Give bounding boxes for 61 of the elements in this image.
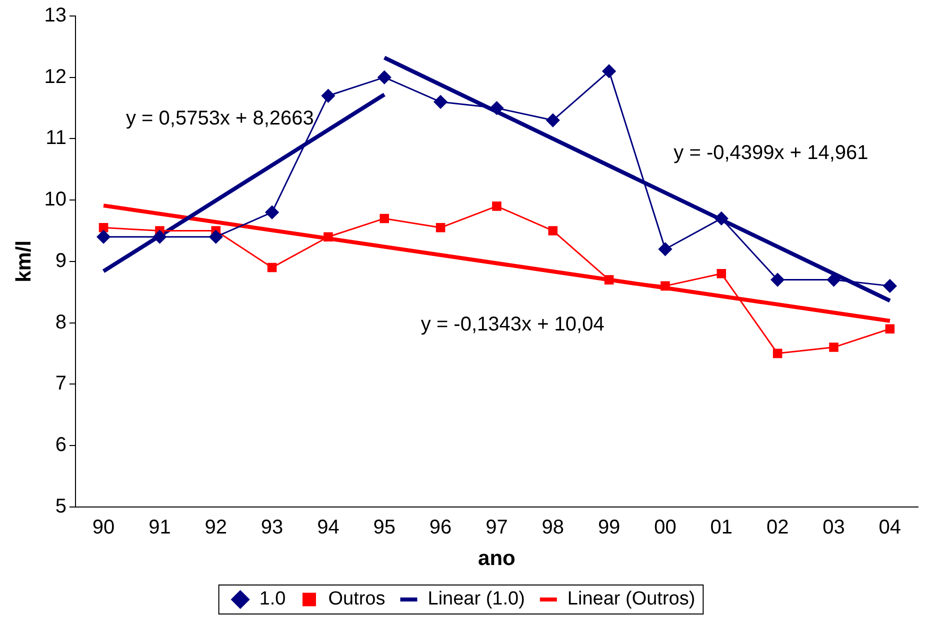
x-tick-label: 96 bbox=[429, 516, 452, 538]
point bbox=[152, 230, 166, 244]
legend-label: Outros bbox=[328, 588, 386, 610]
x-tick-label: 02 bbox=[766, 516, 789, 538]
point bbox=[96, 230, 110, 244]
point bbox=[436, 223, 446, 232]
y-tick-label: 10 bbox=[44, 188, 66, 211]
point bbox=[380, 214, 390, 224]
x-tick-label: 95 bbox=[373, 516, 396, 538]
point bbox=[716, 269, 726, 278]
y-tick-label: 11 bbox=[46, 127, 66, 150]
y-tick-label: 13 bbox=[44, 4, 66, 27]
x-tick-label: 97 bbox=[486, 516, 508, 538]
point bbox=[378, 70, 392, 84]
point bbox=[546, 114, 560, 128]
x-tick-label: 91 bbox=[148, 516, 171, 538]
point bbox=[209, 230, 223, 244]
annotation: y = -0,1343x + 10,04 bbox=[420, 314, 604, 336]
point bbox=[826, 273, 840, 287]
point bbox=[772, 348, 782, 358]
legend-label: Linear (Outros) bbox=[567, 588, 696, 610]
point bbox=[602, 64, 616, 78]
point bbox=[604, 275, 614, 284]
x-tick-label: 94 bbox=[317, 516, 340, 538]
point bbox=[434, 95, 448, 109]
x-axis-title: ano bbox=[478, 547, 516, 570]
point bbox=[265, 206, 279, 220]
point bbox=[883, 279, 897, 293]
x-tick-label: 01 bbox=[710, 516, 733, 538]
x-tick-label: 04 bbox=[878, 516, 902, 538]
point bbox=[267, 262, 277, 272]
annotation: y = -0,4399x + 14,961 bbox=[674, 142, 868, 164]
x-tick-label: 00 bbox=[654, 516, 676, 538]
x-tick-label: 90 bbox=[92, 516, 115, 538]
point bbox=[492, 202, 502, 211]
legend-label: 1.0 bbox=[259, 588, 286, 610]
point bbox=[548, 226, 558, 236]
point bbox=[660, 281, 670, 291]
point bbox=[885, 324, 895, 334]
point bbox=[770, 273, 784, 287]
y-tick-label: 6 bbox=[55, 434, 66, 456]
y-tick-label: 9 bbox=[55, 250, 66, 272]
point bbox=[98, 223, 108, 232]
y-tick-label: 5 bbox=[55, 495, 66, 518]
y-axis-title: km/l bbox=[12, 240, 36, 282]
x-tick-label: 03 bbox=[822, 516, 845, 538]
point bbox=[714, 212, 728, 226]
y-tick-label: 7 bbox=[55, 372, 66, 395]
x-tick-label: 98 bbox=[542, 516, 564, 538]
point bbox=[658, 242, 672, 256]
legend-label: Linear (1.0) bbox=[428, 588, 525, 610]
y-tick-label: 12 bbox=[44, 66, 66, 88]
y-tick-label: 8 bbox=[55, 311, 66, 334]
point bbox=[321, 89, 335, 103]
x-tick-label: 99 bbox=[598, 516, 620, 538]
x-tick-label: 93 bbox=[260, 516, 284, 538]
point bbox=[829, 342, 838, 352]
point bbox=[324, 232, 333, 242]
point bbox=[490, 101, 504, 115]
x-tick-label: 92 bbox=[204, 516, 227, 538]
annotation: y = 0,5753x + 8,2663 bbox=[126, 108, 314, 130]
